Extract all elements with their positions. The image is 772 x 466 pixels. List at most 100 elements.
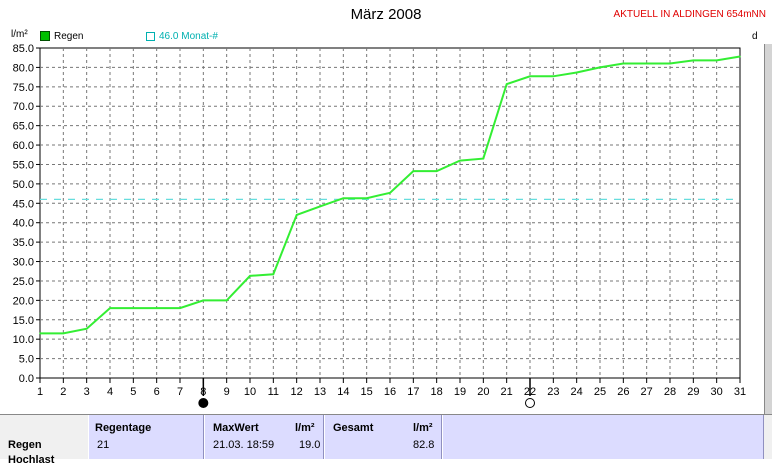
y-tick-label: 80.0 bbox=[13, 62, 34, 74]
data-point bbox=[365, 197, 368, 200]
legend-monat: 46.0 Monat-# bbox=[146, 31, 218, 42]
y-tick-label: 60.0 bbox=[13, 140, 34, 152]
y-tick-label: 5.0 bbox=[19, 354, 34, 366]
x-tick-label: 26 bbox=[617, 386, 629, 398]
y-tick-label: 10.0 bbox=[13, 334, 34, 346]
data-point bbox=[109, 307, 111, 309]
regentage-cell: Regentage 21 bbox=[88, 415, 204, 459]
legend-swatch-filled-icon bbox=[40, 31, 50, 42]
y-tick-label: 35.0 bbox=[13, 237, 34, 249]
full-moon-icon bbox=[525, 398, 535, 408]
maxwert-time: 21.03. 18:59 bbox=[213, 439, 275, 451]
y-tick-label: 85.0 bbox=[13, 43, 34, 55]
x-tick-label: 11 bbox=[268, 386, 279, 398]
data-point bbox=[645, 62, 648, 65]
chart-title: März 2008 bbox=[350, 6, 422, 23]
data-point bbox=[389, 192, 391, 194]
data-point bbox=[669, 62, 671, 65]
y-tick-label: 50.0 bbox=[13, 179, 34, 191]
new-moon-icon bbox=[198, 398, 209, 408]
rain-chart: 0.0 5.0 10.0 15.0 20.0 25.0 30.0 35.0 40.0 45.0 50… bbox=[11, 29, 746, 408]
x-tick-label: 31 bbox=[734, 386, 746, 398]
data-point bbox=[692, 59, 695, 62]
x-tick-label: 23 bbox=[547, 386, 559, 398]
x-tick-label: 2 bbox=[60, 386, 66, 398]
gesamt-value: 82.8 bbox=[413, 439, 435, 451]
data-point bbox=[85, 327, 88, 330]
x-tick-label: 13 bbox=[314, 386, 326, 398]
x-tick-label: 18 bbox=[431, 386, 443, 398]
x-tick-label: 30 bbox=[711, 386, 723, 398]
y-tick-label: 55.0 bbox=[13, 159, 34, 171]
x-tick-label: 29 bbox=[687, 386, 699, 398]
maxwert-value: 19.0 bbox=[299, 439, 321, 451]
maxwert-cell: MaxWert l/m² 21.03. 18:59 19.0 bbox=[204, 415, 324, 459]
station-label: AKTUELL IN ALDINGEN 654mNN bbox=[613, 9, 766, 20]
x-tick-label: 21 bbox=[501, 386, 513, 398]
x-tick-label: 5 bbox=[130, 386, 136, 398]
data-point bbox=[739, 55, 741, 58]
data-point bbox=[482, 157, 485, 160]
y-tick-label: 40.0 bbox=[13, 218, 34, 230]
x-tick-label: 1 bbox=[37, 386, 43, 398]
x-tick-label: 25 bbox=[594, 386, 606, 398]
x-tick-label: 20 bbox=[477, 386, 489, 398]
data-point bbox=[62, 332, 65, 335]
summary-row-label-2: Hochlast bbox=[8, 454, 55, 466]
x-tick-label: 7 bbox=[177, 386, 183, 398]
y-tick-label: 45.0 bbox=[13, 198, 34, 210]
maxwert-unit: l/m² bbox=[295, 422, 315, 434]
summary-empty-cell bbox=[442, 415, 764, 459]
x-tick-label: 12 bbox=[291, 386, 303, 398]
y-tick-label: 65.0 bbox=[13, 121, 34, 133]
y-tick-label: 25.0 bbox=[13, 276, 34, 288]
data-point bbox=[272, 273, 275, 276]
data-point bbox=[342, 197, 345, 200]
x-tick-label: 4 bbox=[107, 386, 113, 398]
legend-regen: Regen bbox=[40, 31, 83, 42]
x-tick-label: 24 bbox=[571, 386, 583, 398]
summary-row-label: Regen bbox=[8, 439, 42, 451]
x-tick-label: 27 bbox=[641, 386, 653, 398]
legend-label: 46.0 Monat-# bbox=[159, 31, 218, 42]
y-tick-label: 30.0 bbox=[13, 257, 34, 269]
x-tick-label: 3 bbox=[84, 386, 90, 398]
gesamt-unit: l/m² bbox=[413, 422, 433, 434]
data-point bbox=[552, 75, 555, 78]
x-tick-label: 15 bbox=[361, 386, 373, 398]
data-point bbox=[435, 170, 438, 172]
y-tick-label: 70.0 bbox=[13, 101, 34, 113]
data-point bbox=[295, 214, 298, 216]
y-tick-label: 75.0 bbox=[13, 82, 34, 94]
data-point bbox=[202, 299, 205, 302]
x-tick-label: 10 bbox=[244, 386, 256, 398]
y-tick-label: 15.0 bbox=[13, 315, 34, 327]
regentage-value: 21 bbox=[97, 439, 110, 451]
right-scrollbar-strip[interactable] bbox=[764, 44, 772, 414]
data-point bbox=[319, 205, 321, 208]
data-point bbox=[622, 62, 625, 65]
x-tick-label: 9 bbox=[224, 386, 230, 398]
summary-panel: Regen Hochlast Regentage 21 MaxWert l/m²… bbox=[0, 414, 772, 466]
x-tick-label: 19 bbox=[454, 386, 466, 398]
x-tick-label: 28 bbox=[664, 386, 676, 398]
x-tick-label: 14 bbox=[337, 386, 349, 398]
data-point bbox=[155, 307, 158, 309]
legend-label: Regen bbox=[54, 31, 84, 42]
data-point bbox=[505, 83, 508, 85]
legend-swatch-empty-icon bbox=[146, 31, 155, 41]
data-point bbox=[575, 71, 578, 74]
x-tick-label: 17 bbox=[407, 386, 419, 398]
data-point bbox=[179, 307, 181, 309]
y-tick-label: 20.0 bbox=[13, 295, 34, 307]
y-tick-label: 0.0 bbox=[19, 373, 34, 385]
regentage-header: Regentage bbox=[95, 422, 152, 434]
data-point bbox=[249, 275, 251, 277]
data-point bbox=[715, 59, 718, 62]
gesamt-cell: Gesamt l/m² 82.8 bbox=[324, 415, 442, 459]
gesamt-header: Gesamt bbox=[333, 422, 374, 434]
x-tick-label: 16 bbox=[384, 386, 396, 398]
x-tick-label: 6 bbox=[154, 386, 160, 398]
data-point bbox=[599, 66, 601, 69]
data-point bbox=[529, 75, 531, 78]
